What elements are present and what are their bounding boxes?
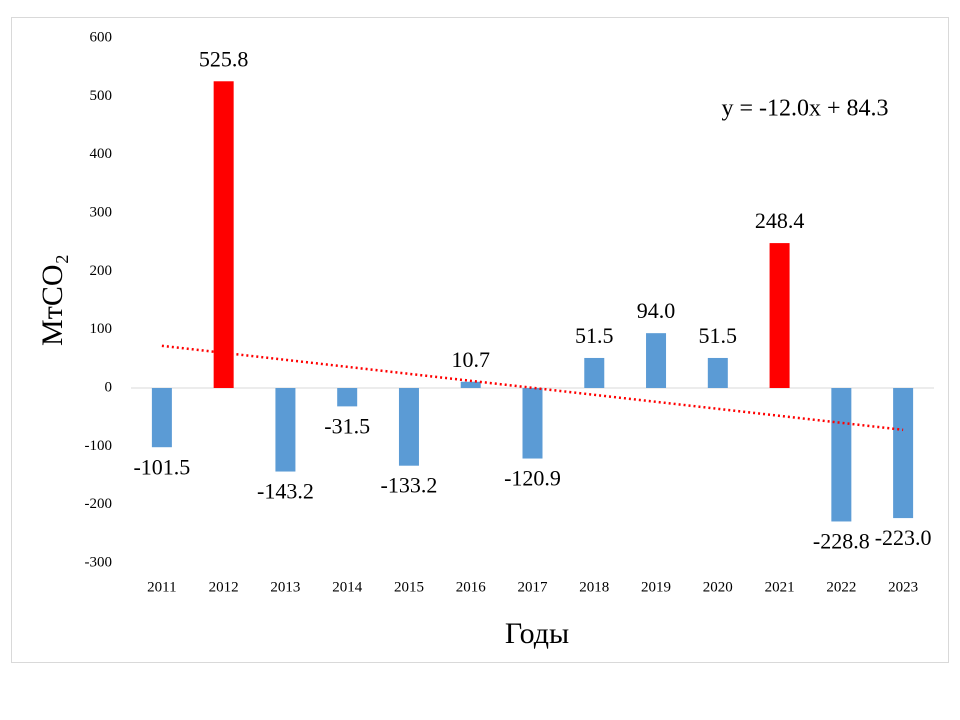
y-tick-label: 300 (90, 204, 113, 220)
bar (213, 81, 234, 389)
value-label: 51.5 (699, 323, 738, 348)
chart-frame (11, 17, 949, 663)
bar (584, 357, 605, 388)
trendline (161, 344, 904, 432)
bar (707, 357, 728, 388)
value-label: 525.8 (199, 46, 249, 71)
x-tick-label: 2018 (579, 579, 609, 595)
y-tick-label: 0 (105, 379, 113, 395)
bar (831, 388, 852, 522)
bar (275, 388, 296, 472)
value-label: -223.0 (875, 525, 932, 550)
y-tick-label: 400 (90, 146, 113, 162)
value-label: -143.2 (257, 479, 314, 504)
value-label: 10.7 (451, 347, 490, 372)
x-tick-label: 2023 (888, 579, 918, 595)
bar (522, 388, 543, 459)
x-tick-label: 2012 (209, 579, 239, 595)
y-tick-label: 200 (90, 263, 113, 279)
x-tick-label: 2013 (270, 579, 300, 595)
value-label: -228.8 (813, 529, 870, 554)
bar (893, 388, 914, 519)
y-tick-label: -100 (85, 438, 113, 454)
value-label: 248.4 (755, 208, 805, 233)
value-label: -101.5 (133, 454, 190, 479)
x-axis-title: Годы (505, 617, 569, 650)
bar (151, 388, 172, 448)
y-axis-title: МтCO₂ (36, 254, 69, 346)
value-label: 51.5 (575, 323, 614, 348)
value-label: 94.0 (637, 298, 676, 323)
x-tick-label: 2015 (394, 579, 424, 595)
x-tick-label: 2020 (703, 579, 733, 595)
bar (460, 381, 481, 388)
bar (769, 243, 790, 388)
y-tick-label: -300 (85, 554, 113, 570)
x-tick-label: 2019 (641, 579, 671, 595)
y-tick-label: 500 (90, 88, 113, 104)
trendline-equation: y = -12.0x + 84.3 (721, 96, 888, 122)
bar (398, 388, 419, 466)
x-tick-label: 2011 (147, 579, 176, 595)
y-tick-label: 100 (90, 321, 113, 337)
y-tick-label: 600 (90, 29, 113, 45)
x-tick-label: 2016 (456, 579, 487, 595)
value-label: -133.2 (381, 473, 438, 498)
value-label: -120.9 (504, 466, 561, 491)
value-label: -31.5 (324, 413, 370, 438)
bar (646, 333, 667, 388)
y-tick-label: -200 (85, 496, 113, 512)
x-tick-label: 2021 (765, 579, 795, 595)
bar (337, 388, 358, 407)
x-tick-label: 2014 (332, 579, 363, 595)
x-tick-label: 2017 (518, 579, 549, 595)
x-tick-label: 2022 (826, 579, 856, 595)
